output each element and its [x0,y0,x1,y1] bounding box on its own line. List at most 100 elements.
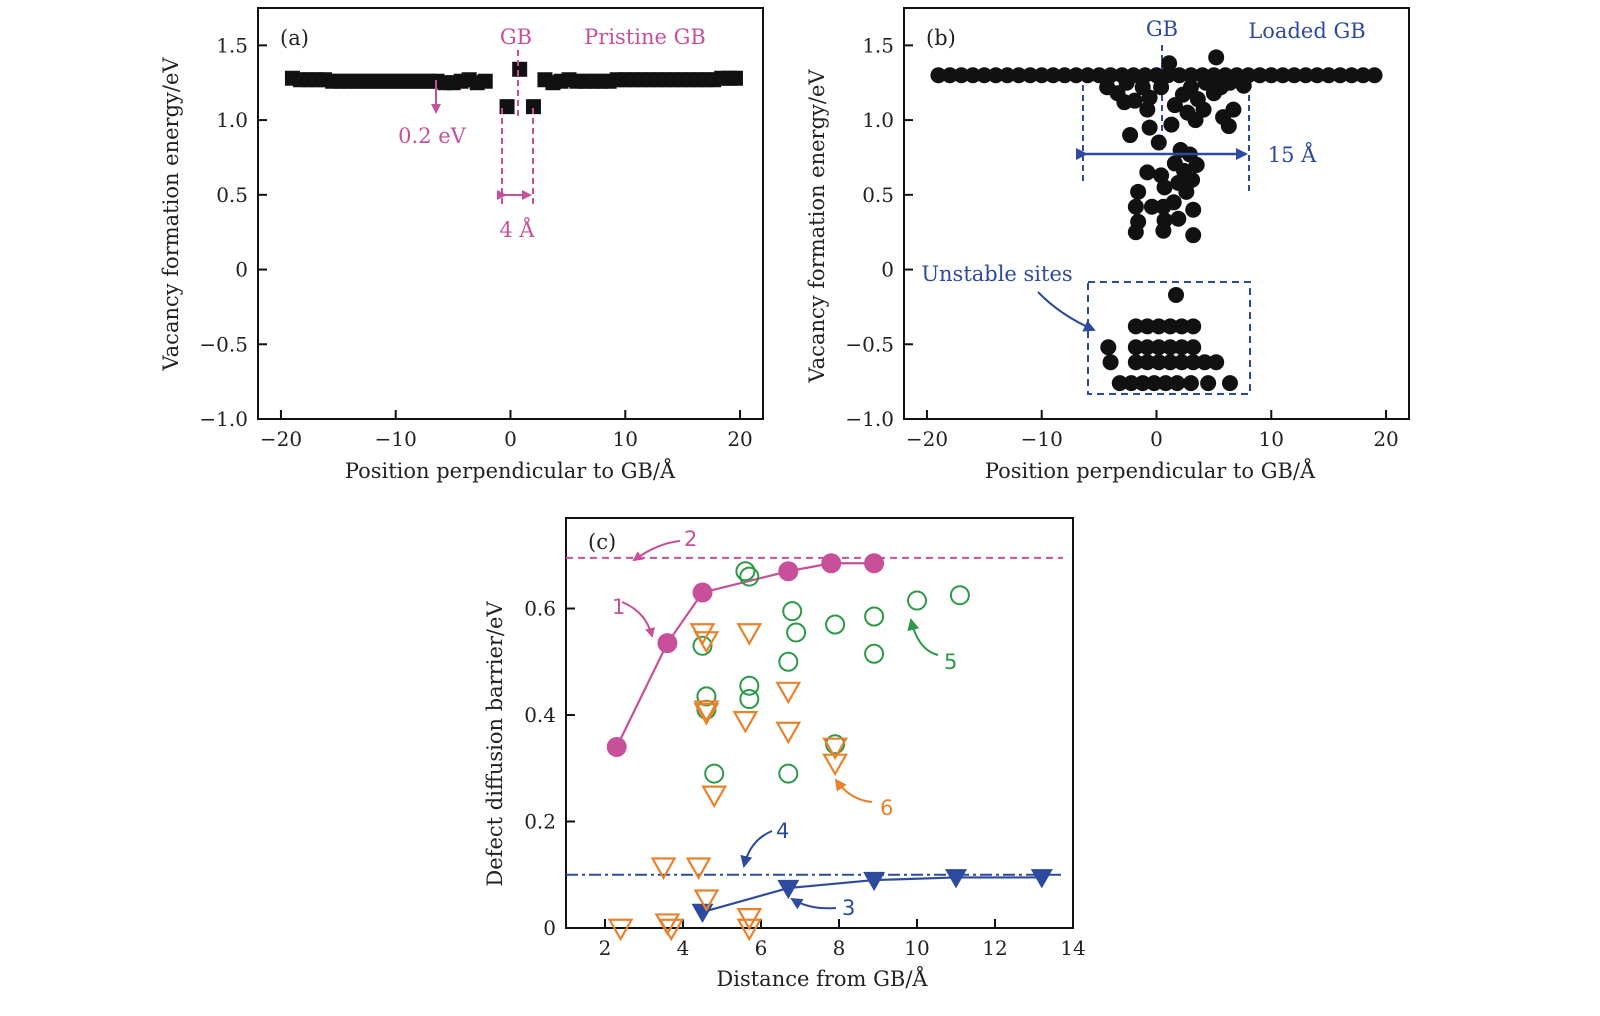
panel-b-circle-marker [1168,286,1185,303]
panel-b-circle-marker [1162,318,1179,335]
panel-c-open-triangle-marker [775,681,802,705]
panel-c-open-circle-marker [825,614,846,635]
panel-b-circle-marker [1127,339,1144,356]
panel-c-filled-triangle-marker [863,871,886,892]
panel-b-circle-marker [953,67,970,84]
panel-b-circle-marker [1165,194,1182,211]
panel-c-open-triangle-marker [822,737,848,761]
panel-b-y-tick-label: −1.0 [845,407,894,431]
panel-b-circle-marker [1116,94,1133,111]
callout-6-arrow [834,778,873,803]
panel-c-filled-circle-marker [778,561,799,582]
panel-c-reference-lines [566,556,1063,876]
panel-c-open-triangle-marker [732,710,759,734]
panel-b-circle-marker [1122,127,1139,144]
panel-c-open-triangle-marker [701,785,728,809]
panel-c-x-tick-label: 2 [599,936,612,960]
panel-b-circle-marker [1221,74,1238,91]
panel-b-circle-marker [1184,171,1201,188]
panel-c-x-axis-label: Distance from GB/Å [716,966,928,991]
panel-b-circle-marker [1286,67,1303,84]
panel-b-circle-marker [1169,375,1186,392]
panel-b-circle-marker [1188,156,1205,173]
panel-c-x-tick-label: 6 [755,936,768,960]
panel-c-open-triangle-marker [736,918,763,942]
panel-b-circle-marker [1173,354,1190,371]
panel-a-y-tick-label: 0 [235,258,248,282]
callout-4-label: 4 [776,819,789,843]
panel-b-circle-marker [1141,89,1158,106]
panel-b-circle-marker [1155,222,1172,239]
panel-c-open-circle-marker [735,561,756,582]
panel-a-y-tick-label: −1.0 [199,407,248,431]
panel-b-circle-marker [1010,67,1027,84]
panel-a-square-marker [512,61,528,77]
panel-b-circle-marker [1056,67,1073,84]
panel-c-label: (c) [588,530,616,554]
panel-b-circle-marker [1139,354,1156,371]
panel-c-x-tick-label: 12 [982,936,1007,960]
callout-5-label: 5 [944,650,957,674]
panel-b-circle-marker [1139,164,1156,181]
panel-a-x-tick-label: 0 [504,427,517,451]
panel-b-circle-marker [1274,67,1291,84]
panel-a-y-tick-label: 1.0 [216,108,248,132]
panel-c-open-circle-marker [907,590,927,611]
panel-b-circle-marker [1166,97,1183,114]
panel-a-x-tick-label: −10 [375,427,417,451]
panel-b-unstable-label: Unstable sites [921,262,1072,286]
panel-b-x-axis-label: Position perpendicular to GB/Å [985,458,1316,483]
panel-c-filled-triangle-marker [777,879,800,900]
panel-b-circle-marker [976,67,993,84]
panel-b-circle-marker [1195,101,1212,118]
panel-c-open-circle-marker [864,606,885,627]
panel-c-open-triangle-marker [693,703,720,726]
panel-b-x-tick-label: −20 [906,427,948,451]
panel-b-x-tick-label: 0 [1150,427,1163,451]
panel-b-y-ticks: −1.0 −0.5 0 0.5 1.0 1.5 [845,33,913,431]
panel-c-callouts: 1 2 3 4 5 6 [612,527,957,920]
panel-b-circle-marker [1102,354,1119,371]
panel-c-open-triangle-marker [650,857,677,880]
panel-b-circle-marker [1100,339,1117,356]
panel-a-y-ticks: −1.0 −0.5 0 0.5 1.0 1.5 [199,33,267,431]
panel-b-circle-marker [1143,198,1160,215]
panel-b-circle-marker [930,67,947,84]
panel-b-y-tick-label: 1.0 [862,108,894,132]
panel-c-open-circle-marker [704,763,725,784]
panel-b-circle-marker [1200,375,1217,392]
panel-a-x-ticks: −20 −10 0 10 20 [260,410,753,451]
panel-a-drop-label: 0.2 eV [398,124,467,148]
panel-c-filled-triangle-marker [1030,869,1053,889]
panel-b-x-ticks: −20 −10 0 10 20 [906,410,1399,451]
panel-b-circle-marker [1033,67,1050,84]
panel-b-circle-marker [1134,375,1151,392]
panel-b-circle-marker [1182,79,1199,96]
panel-b-circle-marker [1182,67,1199,84]
panel-c-y-tick-label: 0.2 [524,810,556,834]
panel-b-x-tick-label: 10 [1259,427,1284,451]
panel-b-circle-marker [1185,227,1202,244]
panel-b-circle-marker [1332,67,1349,84]
panel-b-y-axis-label: Vacancy formation energy/eV [805,69,829,384]
panel-b-circle-marker [1045,67,1062,84]
callout-2-arrow [632,540,681,562]
panel-b-gb-label: GB [1146,17,1178,41]
callout-4-arrow [740,830,773,868]
panel-b-y-tick-label: −0.5 [845,332,894,356]
callout-6-label: 6 [880,796,893,820]
panel-c-y-tick-label: 0.4 [524,703,556,727]
panel-b-y-tick-label: 0 [881,258,894,282]
panel-c-open-circle-marker [739,566,760,587]
panel-b-circle-marker [1309,67,1326,84]
callout-2-label: 2 [684,527,697,551]
panel-b-circle-marker [1225,101,1242,118]
panel-b-circle-marker [1157,375,1174,392]
panel-a-x-axis-label: Position perpendicular to GB/Å [345,458,676,483]
callout-1-arrow [621,601,655,638]
panel-c-x-tick-label: 14 [1060,936,1085,960]
panel-b-x-tick-label: 20 [1373,427,1398,451]
panel-b-circle-marker [1079,67,1096,84]
callout-1-label: 1 [612,595,625,619]
